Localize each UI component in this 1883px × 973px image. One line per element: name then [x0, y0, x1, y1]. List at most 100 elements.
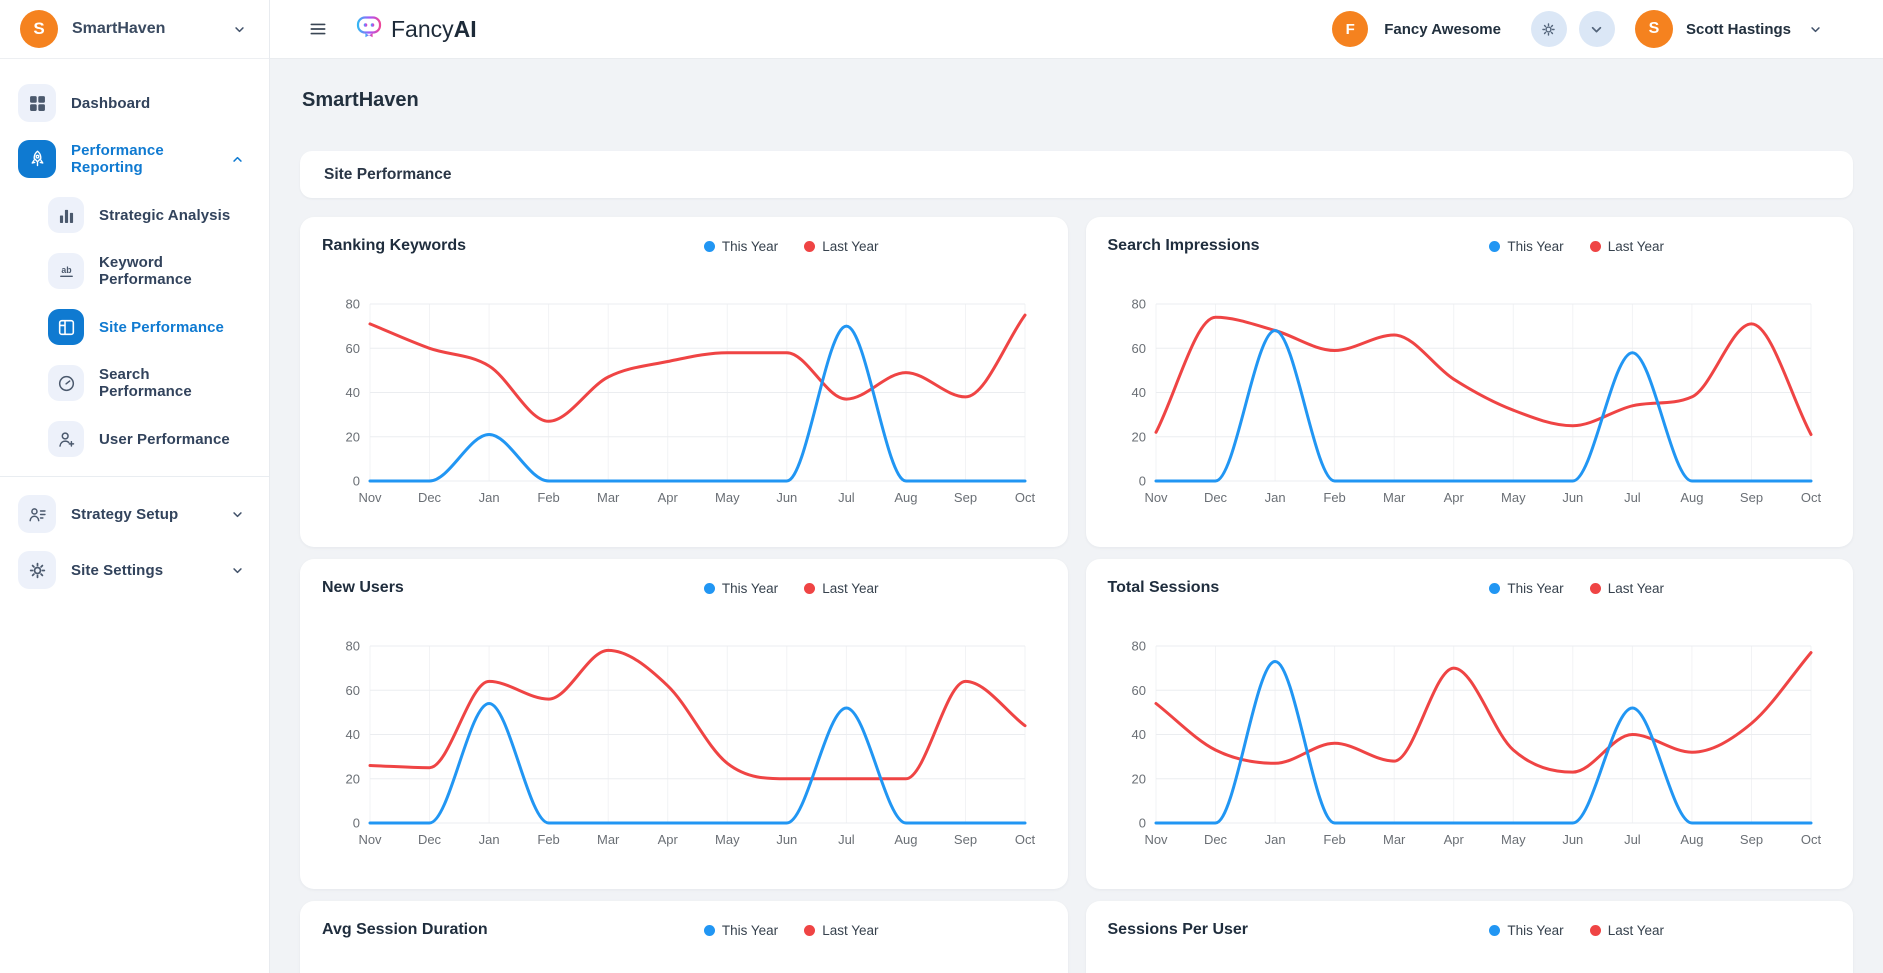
legend-dot [1489, 924, 1501, 936]
svg-text:May: May [715, 490, 740, 505]
svg-text:May: May [1501, 490, 1526, 505]
legend-dot [703, 582, 715, 594]
settings-gear-button[interactable] [1530, 11, 1567, 47]
legend-this-year[interactable]: This Year [703, 581, 778, 596]
sidebar-item-keyword-performance[interactable]: ab Keyword Performance [0, 243, 269, 299]
account-name: Fancy Awesome [1384, 20, 1501, 38]
svg-text:40: 40 [1131, 385, 1145, 400]
svg-text:60: 60 [1131, 683, 1145, 698]
workspace-switcher[interactable]: S SmartHaven [0, 0, 269, 59]
svg-text:80: 80 [346, 297, 360, 312]
svg-text:20: 20 [346, 429, 360, 444]
dropdown-chevron-button[interactable] [1578, 11, 1615, 47]
chart-card-header: Total Sessions This Year Last Year [1108, 579, 1832, 597]
svg-text:Mar: Mar [597, 832, 620, 847]
legend-last-year[interactable]: Last Year [1589, 581, 1664, 596]
svg-text:Apr: Apr [658, 490, 679, 505]
sidebar-item-label: Strategic Analysis [99, 206, 231, 224]
user-plus-icon [48, 421, 84, 457]
bar-chart-icon [48, 197, 84, 233]
sidebar-item-site-performance[interactable]: Site Performance [0, 299, 269, 355]
dashboard-icon [18, 84, 56, 122]
legend-last-year[interactable]: Last Year [1589, 923, 1664, 938]
legend-this-year[interactable]: This Year [703, 923, 778, 938]
page-title: SmartHaven [302, 89, 419, 111]
legend-this-year[interactable]: This Year [1489, 581, 1564, 596]
sidebar-item-performance-reporting[interactable]: Performance Reporting [0, 131, 269, 187]
legend-last-year[interactable]: Last Year [804, 239, 879, 254]
legend-last-year[interactable]: Last Year [804, 923, 879, 938]
svg-text:0: 0 [1138, 474, 1145, 489]
svg-text:Nov: Nov [358, 832, 382, 847]
section-header: Site Performance [300, 151, 1853, 198]
svg-text:80: 80 [1131, 297, 1145, 312]
svg-text:Oct: Oct [1015, 832, 1036, 847]
legend-this-year[interactable]: This Year [703, 239, 778, 254]
brand-logo: FancyAI [354, 12, 477, 47]
svg-text:Jun: Jun [776, 832, 797, 847]
svg-text:Dec: Dec [418, 832, 442, 847]
hamburger-menu-icon[interactable] [308, 19, 328, 39]
svg-text:Mar: Mar [597, 490, 620, 505]
sidebar: S SmartHaven Dashboard Performance Report… [0, 0, 270, 973]
legend-dot [1489, 240, 1501, 252]
legend-dot [703, 240, 715, 252]
account-avatar[interactable]: F [1332, 11, 1369, 47]
svg-text:80: 80 [346, 639, 360, 654]
legend-this-year[interactable]: This Year [1489, 923, 1564, 938]
sidebar-item-strategic-analysis[interactable]: Strategic Analysis [0, 187, 269, 243]
svg-text:Jun: Jun [1562, 490, 1583, 505]
chart-card-header: Ranking Keywords This Year Last Year [322, 237, 1046, 255]
sidebar-item-site-settings[interactable]: Site Settings [0, 542, 269, 598]
svg-text:Dec: Dec [1203, 832, 1227, 847]
svg-text:80: 80 [1131, 639, 1145, 654]
svg-text:40: 40 [346, 727, 360, 742]
chart-card-ranking-keywords: Ranking Keywords This Year Last Year 0 20 40 6… [300, 217, 1068, 547]
svg-text:Oct: Oct [1800, 832, 1821, 847]
svg-text:60: 60 [346, 341, 360, 356]
svg-text:May: May [1501, 832, 1526, 847]
svg-text:Sep: Sep [1739, 490, 1762, 505]
main-column: FancyAI F Fancy Awesome S Scott Hastings… [270, 0, 1883, 973]
chart-title: Avg Session Duration [322, 921, 488, 938]
sidebar-item-strategy-setup[interactable]: Strategy Setup [0, 486, 269, 542]
svg-text:Jul: Jul [838, 490, 855, 505]
sidebar-item-search-performance[interactable]: Search Performance [0, 355, 269, 411]
chart-card-new-users: New Users This Year Last Year 0 20 40 60 80 Nov D… [300, 559, 1068, 889]
svg-text:40: 40 [346, 385, 360, 400]
svg-text:Jan: Jan [479, 832, 500, 847]
svg-text:Oct: Oct [1800, 490, 1821, 505]
legend-dot [804, 240, 816, 252]
chart-title: Sessions Per User [1107, 921, 1249, 938]
gauge-icon [48, 365, 84, 401]
legend-dot [1589, 924, 1601, 936]
sidebar-item-user-performance[interactable]: User Performance [0, 411, 269, 467]
legend-last-year[interactable]: Last Year [1589, 239, 1664, 254]
legend-this-year[interactable]: This Year [1489, 239, 1564, 254]
chart-card-search-impressions: Search Impressions This Year Last Year 0 20 4… [1085, 217, 1853, 547]
chevron-down-icon [230, 507, 245, 522]
svg-text:Feb: Feb [537, 490, 559, 505]
rocket-icon [18, 140, 56, 178]
svg-text:Nov: Nov [1144, 832, 1168, 847]
chart-card-total-sessions: Total Sessions This Year Last Year 0 20 40 60 8… [1085, 559, 1853, 889]
svg-text:Mar: Mar [1383, 490, 1406, 505]
legend-dot [703, 924, 715, 936]
svg-text:Jul: Jul [838, 832, 855, 847]
sidebar-item-label: Search Performance [99, 366, 192, 400]
svg-text:Nov: Nov [1144, 490, 1168, 505]
workspace-avatar: S [20, 10, 58, 48]
sidebar-item-dashboard[interactable]: Dashboard [0, 75, 269, 131]
legend-last-year[interactable]: Last Year [804, 581, 879, 596]
svg-text:Jan: Jan [479, 490, 500, 505]
line-chart-search-impressions: 0 20 40 60 80 Nov Dec Jan Feb Mar Apr May Jun Jul Aug S… [1131, 297, 1821, 506]
chart-card-header: New Users This Year Last Year [322, 579, 1046, 597]
legend-dot [804, 582, 816, 594]
svg-text:Nov: Nov [358, 490, 382, 505]
svg-text:Jul: Jul [1624, 490, 1641, 505]
gear-icon [18, 551, 56, 589]
user-menu[interactable]: S Scott Hastings [1634, 10, 1823, 48]
svg-text:Aug: Aug [894, 490, 917, 505]
topbar-right: F Fancy Awesome S Scott Hastings [1332, 10, 1823, 48]
chevron-down-icon [230, 563, 245, 578]
